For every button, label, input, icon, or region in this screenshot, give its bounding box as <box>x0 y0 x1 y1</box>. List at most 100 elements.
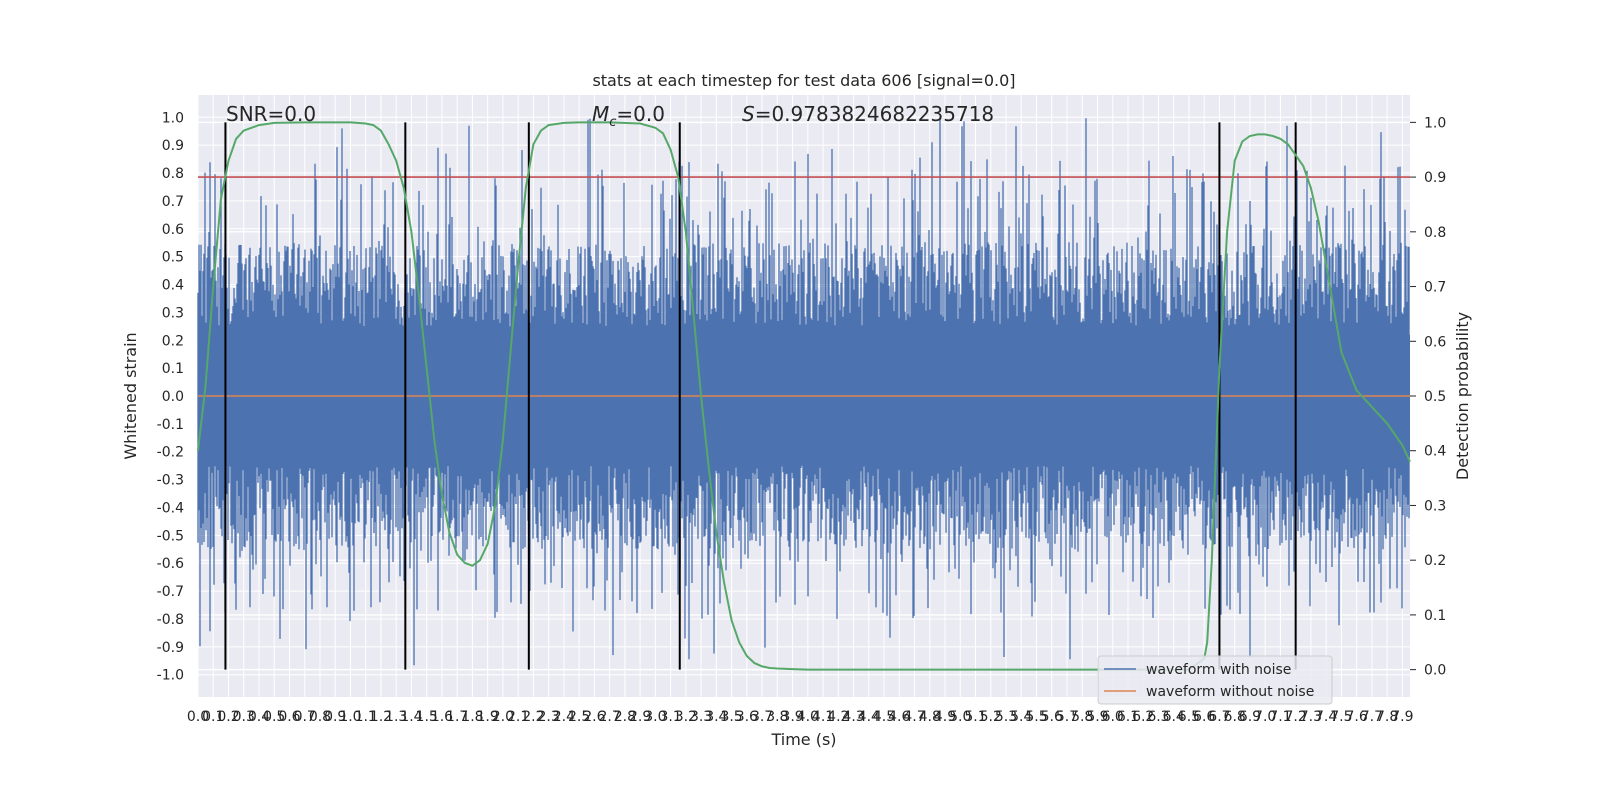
y-tick-label: 0.3 <box>162 305 184 321</box>
x-tick-label: 3.9 <box>781 709 803 725</box>
x-tick-label: 6.6 <box>1193 709 1215 725</box>
y-tick-label: 0.9 <box>162 138 184 154</box>
y-tick-label: -0.2 <box>157 445 184 461</box>
x-tick-label: 6.4 <box>1163 709 1185 725</box>
y-tick-label: -0.4 <box>157 500 184 516</box>
y-tick-label: 0.7 <box>162 194 184 210</box>
x-tick-label: 4.8 <box>919 709 941 725</box>
score-symbol: S <box>742 102 755 126</box>
chirp-mass-symbol: M <box>592 102 609 126</box>
x-tick-label: 5.6 <box>1041 709 1063 725</box>
x-tick-label: 5.9 <box>1086 709 1108 725</box>
chirp-mass-value: =0.0 <box>616 102 665 126</box>
x-tick-label: 6.1 <box>1117 709 1139 725</box>
y-tick-label: 0.8 <box>162 166 184 182</box>
x-tick-label: 0.3 <box>233 709 255 725</box>
x-tick-label: 3.3 <box>690 709 712 725</box>
x-tick-label: 0.1 <box>202 709 224 725</box>
x-tick-label: 5.1 <box>964 709 986 725</box>
x-tick-label: 4.9 <box>934 709 956 725</box>
x-tick-label: 7.2 <box>1285 709 1307 725</box>
x-tick-label: 1.4 <box>400 709 422 725</box>
y2-tick-label: 0.8 <box>1424 225 1446 241</box>
x-tick-label: 5.3 <box>995 709 1017 725</box>
legend: waveform with noise waveform without noi… <box>1097 655 1333 705</box>
axes: 0.00.10.20.30.40.50.60.70.80.91.01.11.21… <box>157 110 1447 725</box>
x-tick-label: 4.2 <box>827 709 849 725</box>
x-tick-label: 7.5 <box>1330 709 1352 725</box>
legend-box <box>1097 655 1333 705</box>
x-tick-label: 6.0 <box>1102 709 1124 725</box>
score-annotation: S=0.9783824682235718 <box>742 102 994 126</box>
x-tick-label: 5.8 <box>1071 709 1093 725</box>
x-tick-label: 2.7 <box>598 709 620 725</box>
y-tick-label: -0.8 <box>157 612 184 628</box>
x-tick-label: 0.0 <box>187 709 209 725</box>
y2-tick-label: 0.5 <box>1424 389 1446 405</box>
y2-tick-label: 0.3 <box>1424 498 1446 514</box>
x-tick-label: 3.4 <box>705 709 727 725</box>
x-tick-label: 2.2 <box>522 709 544 725</box>
x-tick-label: 3.5 <box>720 709 742 725</box>
chart-title: stats at each timestep for test data 606… <box>592 71 1015 90</box>
x-tick-label: 0.9 <box>324 709 346 725</box>
x-tick-label: 0.4 <box>248 709 270 725</box>
x-axis-label: Time (s) <box>770 730 836 749</box>
x-tick-label: 1.8 <box>461 709 483 725</box>
overlays <box>197 121 1411 671</box>
y-tick-label: 0.5 <box>162 250 184 266</box>
x-tick-label: 3.8 <box>766 709 788 725</box>
x-tick-label: 1.5 <box>416 709 438 725</box>
x-tick-label: 1.3 <box>385 709 407 725</box>
y-tick-label: -0.3 <box>157 473 184 489</box>
y2-tick-label: 1.0 <box>1424 115 1446 131</box>
y-tick-label: -0.6 <box>157 556 184 572</box>
x-tick-label: 4.4 <box>858 709 880 725</box>
y2-tick-label: 0.2 <box>1424 553 1446 569</box>
x-tick-label: 4.1 <box>812 709 834 725</box>
x-tick-label: 5.4 <box>1010 709 1032 725</box>
x-tick-label: 7.9 <box>1391 709 1413 725</box>
x-tick-label: 7.6 <box>1346 709 1368 725</box>
x-tick-label: 1.2 <box>370 709 392 725</box>
x-tick-label: 6.8 <box>1224 709 1246 725</box>
y-tick-label: 0.4 <box>162 278 184 294</box>
x-tick-label: 2.6 <box>583 709 605 725</box>
legend-label-clean: waveform without noise <box>1146 684 1314 700</box>
snr-annotation: SNR=0.0 <box>226 102 316 126</box>
x-tick-label: 7.7 <box>1361 709 1383 725</box>
y2-axis-label: Detection probability <box>1453 312 1472 480</box>
y-tick-label: 0.2 <box>162 333 184 349</box>
x-tick-label: 5.5 <box>1025 709 1047 725</box>
x-tick-label: 1.1 <box>355 709 377 725</box>
x-tick-label: 3.2 <box>675 709 697 725</box>
x-tick-label: 6.2 <box>1132 709 1154 725</box>
y2-tick-label: 0.4 <box>1424 444 1446 460</box>
x-tick-label: 1.9 <box>477 709 499 725</box>
x-tick-label: 2.1 <box>507 709 529 725</box>
x-tick-label: 3.6 <box>736 709 758 725</box>
x-tick-label: 6.3 <box>1147 709 1169 725</box>
x-tick-label: 2.5 <box>568 709 590 725</box>
y2-tick-label: 0.1 <box>1424 608 1446 624</box>
x-tick-label: 5.7 <box>1056 709 1078 725</box>
x-tick-label: 4.0 <box>797 709 819 725</box>
score-value: =0.9783824682235718 <box>755 102 994 126</box>
y-tick-label: -1.0 <box>157 668 184 684</box>
x-tick-label: 4.5 <box>873 709 895 725</box>
x-tick-label: 7.4 <box>1315 709 1337 725</box>
y-tick-label: -0.7 <box>157 584 184 600</box>
y2-tick-label: 0.9 <box>1424 170 1446 186</box>
x-tick-label: 3.7 <box>751 709 773 725</box>
x-tick-label: 0.7 <box>294 709 316 725</box>
x-tick-label: 6.5 <box>1178 709 1200 725</box>
x-tick-label: 1.0 <box>339 709 361 725</box>
y-tick-label: 1.0 <box>162 110 184 126</box>
x-tick-label: 4.6 <box>888 709 910 725</box>
y-axis-label: Whitened strain <box>121 332 140 459</box>
x-tick-label: 5.0 <box>949 709 971 725</box>
x-tick-label: 2.9 <box>629 709 651 725</box>
y-tick-label: 0.6 <box>162 222 184 238</box>
x-tick-label: 4.7 <box>903 709 925 725</box>
